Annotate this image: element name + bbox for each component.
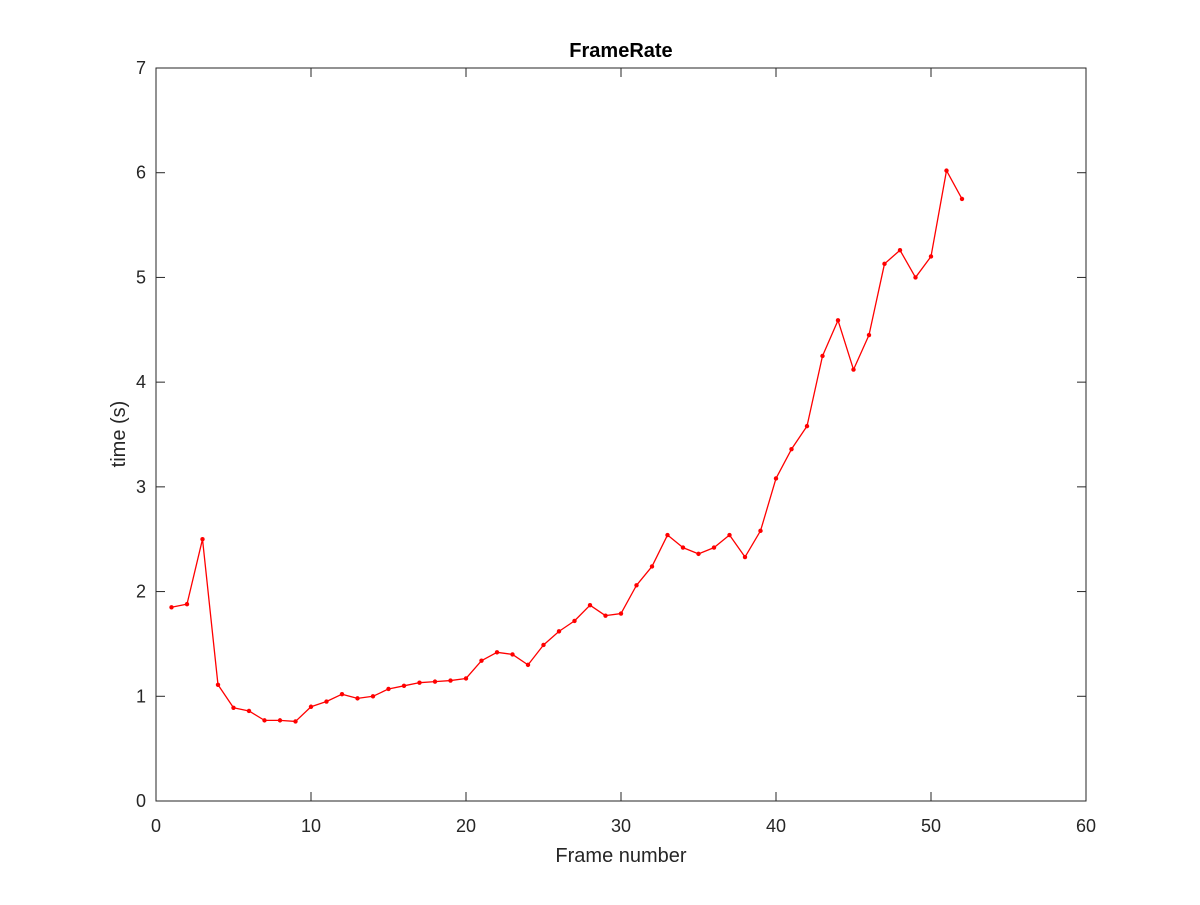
- y-tick-label: 4: [136, 372, 146, 392]
- x-tick-label: 10: [301, 816, 321, 836]
- data-point: [804, 423, 810, 429]
- data-point: [324, 699, 329, 704]
- chart-title: FrameRate: [569, 40, 672, 62]
- data-point: [680, 545, 686, 550]
- data-point: [463, 676, 469, 681]
- data-point: [866, 332, 872, 338]
- data-point: [169, 605, 174, 610]
- data-point: [510, 652, 515, 657]
- y-tick-label: 7: [136, 58, 146, 78]
- data-point: [215, 682, 221, 687]
- x-tick-label: 60: [1076, 816, 1096, 836]
- data-point: [711, 545, 717, 550]
- data-point: [448, 678, 453, 683]
- y-tick-label: 2: [136, 582, 146, 602]
- data-point: [417, 680, 422, 685]
- data-point: [913, 275, 918, 280]
- data-point: [200, 537, 205, 542]
- data-point: [184, 601, 190, 607]
- data-point: [401, 683, 407, 689]
- x-tick-label: 30: [611, 816, 631, 836]
- data-point: [603, 613, 608, 618]
- data-point: [277, 718, 283, 723]
- y-tick-label: 3: [136, 477, 146, 497]
- data-point: [432, 679, 438, 684]
- data-point: [928, 254, 934, 259]
- data-point: [541, 642, 546, 648]
- x-axis-label: Frame number: [555, 845, 686, 867]
- y-tick-label: 1: [136, 686, 146, 706]
- data-point: [959, 196, 965, 202]
- ticks: 0 10 20 30 40 50 60 0 1 2 3 4 5 6 7: [136, 58, 1096, 836]
- series-layer: [169, 168, 965, 724]
- data-point: [758, 528, 763, 534]
- data-point: [370, 694, 376, 699]
- data-point: [572, 618, 577, 624]
- data-point: [820, 353, 825, 359]
- axes-box: [155, 67, 1087, 802]
- data-point: [355, 696, 360, 701]
- y-tick-label: 6: [136, 163, 146, 183]
- data-point: [897, 248, 903, 253]
- data-point: [727, 532, 732, 538]
- x-tick-label: 0: [151, 816, 161, 836]
- data-point: [773, 476, 779, 481]
- data-point: [696, 551, 701, 557]
- data-point: [882, 261, 887, 267]
- data-point: [835, 318, 841, 323]
- x-tick-label: 20: [456, 816, 476, 836]
- data-point: [634, 583, 639, 588]
- data-point: [339, 691, 345, 697]
- data-point: [618, 611, 624, 616]
- data-point: [246, 708, 252, 714]
- data-point: [665, 532, 670, 538]
- data-point: [944, 168, 949, 173]
- data-point: [479, 658, 484, 663]
- data-point: [556, 629, 562, 634]
- series-line: [171, 169, 963, 723]
- data-point: [789, 446, 794, 452]
- data-point: [308, 704, 314, 709]
- data-point: [262, 718, 267, 723]
- data-point: [386, 686, 391, 692]
- plot-area: [156, 68, 1086, 801]
- data-point: [649, 564, 655, 569]
- y-tick-label: 0: [136, 791, 146, 811]
- data-point: [525, 662, 531, 668]
- data-point: [587, 602, 593, 608]
- data-point: [851, 367, 856, 372]
- data-point: [494, 650, 500, 655]
- y-tick-label: 5: [136, 267, 146, 287]
- data-point: [742, 554, 748, 560]
- data-point: [231, 705, 236, 711]
- data-point: [293, 719, 298, 724]
- y-axis-label: time (s): [108, 401, 130, 468]
- x-tick-label: 40: [766, 816, 786, 836]
- x-tick-label: 50: [921, 816, 941, 836]
